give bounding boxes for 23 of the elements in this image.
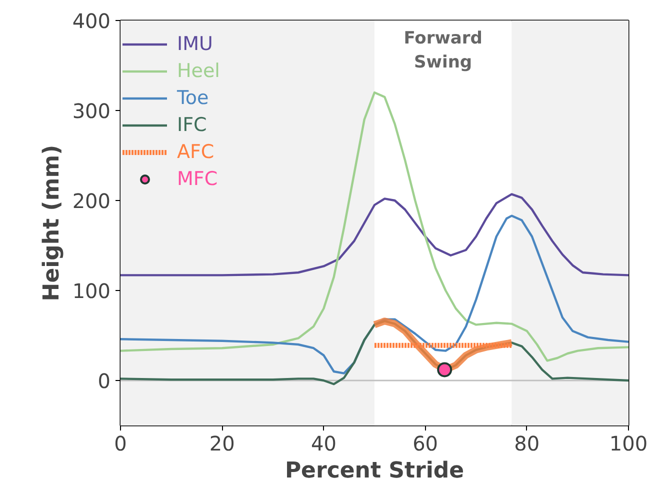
x-tick-label: 60: [412, 432, 438, 456]
legend-label: MFC: [177, 168, 218, 190]
legend-label: IFC: [177, 114, 207, 136]
line-series: [120, 193, 628, 276]
x-tick-label: 80: [514, 432, 540, 456]
y-tick-label: 200: [72, 189, 111, 213]
x-tick-label: 0: [114, 432, 127, 456]
y-tick-label: 100: [72, 279, 111, 303]
y-tick-label: 400: [72, 9, 111, 33]
y-tick-label: 300: [72, 99, 111, 123]
x-axis-title: Percent Stride: [284, 458, 464, 484]
legend-label: Heel: [177, 60, 220, 82]
legend-label: AFC: [177, 141, 214, 163]
band-label: Forward Swing: [404, 28, 482, 72]
y-axis-title: Height (mm): [39, 144, 64, 302]
x-tick-label: 100: [609, 432, 648, 456]
x-tick-label: 40: [310, 432, 336, 456]
x-tick-label: 20: [209, 432, 235, 456]
legend-label: Toe: [177, 87, 209, 109]
y-tick-label: 0: [98, 369, 111, 393]
line-series: [120, 214, 628, 374]
legend-label: IMU: [177, 33, 213, 55]
line-series: [120, 91, 628, 362]
